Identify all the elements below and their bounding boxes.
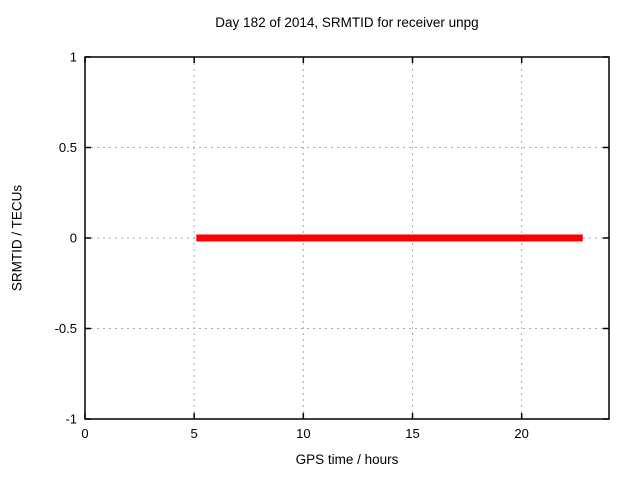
chart-title: Day 182 of 2014, SRMTID for receiver unp… <box>215 15 479 30</box>
y-tick-label: 1 <box>70 50 77 65</box>
x-axis-label: GPS time / hours <box>295 452 399 467</box>
x-tick-label: 15 <box>405 426 419 441</box>
x-tick-label: 5 <box>191 426 198 441</box>
y-tick-label: 0 <box>70 231 77 246</box>
y-tick-label: 0.5 <box>59 140 77 155</box>
plot-border <box>84 56 610 420</box>
x-tick-label: 20 <box>514 426 528 441</box>
x-tick-label: 10 <box>296 426 310 441</box>
y-tick-label: -1 <box>65 412 77 427</box>
x-tick-label: 0 <box>81 426 88 441</box>
y-tick-label: -0.5 <box>55 321 77 336</box>
